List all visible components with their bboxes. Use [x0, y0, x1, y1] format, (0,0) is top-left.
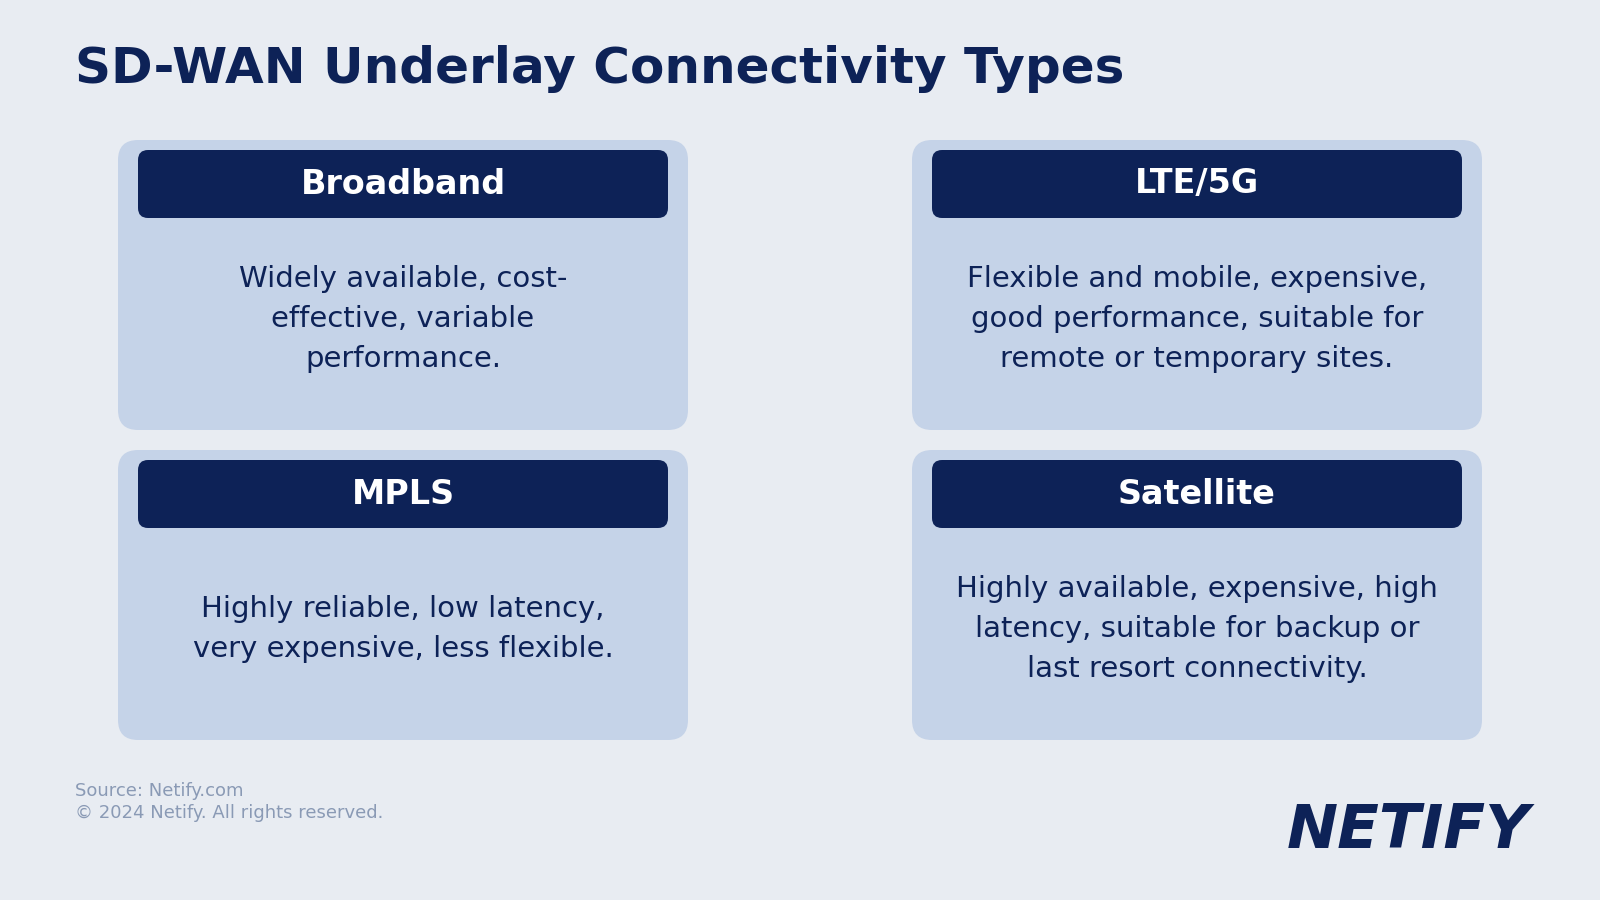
FancyBboxPatch shape [931, 460, 1462, 528]
FancyBboxPatch shape [912, 450, 1482, 740]
Text: SD-WAN Underlay Connectivity Types: SD-WAN Underlay Connectivity Types [75, 45, 1125, 93]
FancyBboxPatch shape [912, 140, 1482, 430]
Text: NETIFY: NETIFY [1286, 802, 1530, 861]
FancyBboxPatch shape [118, 450, 688, 740]
Text: © 2024 Netify. All rights reserved.: © 2024 Netify. All rights reserved. [75, 804, 384, 822]
Text: Broadband: Broadband [301, 167, 506, 201]
FancyBboxPatch shape [931, 150, 1462, 218]
Text: Satellite: Satellite [1118, 478, 1275, 510]
FancyBboxPatch shape [118, 140, 688, 430]
Text: Flexible and mobile, expensive,
good performance, suitable for
remote or tempora: Flexible and mobile, expensive, good per… [966, 265, 1427, 373]
Text: MPLS: MPLS [352, 478, 454, 510]
FancyBboxPatch shape [138, 460, 669, 528]
Text: Widely available, cost-
effective, variable
performance.: Widely available, cost- effective, varia… [238, 265, 566, 373]
Text: Highly available, expensive, high
latency, suitable for backup or
last resort co: Highly available, expensive, high latenc… [957, 575, 1438, 683]
FancyBboxPatch shape [138, 150, 669, 218]
Text: Source: Netify.com: Source: Netify.com [75, 782, 243, 800]
Text: LTE/5G: LTE/5G [1134, 167, 1259, 201]
Text: Highly reliable, low latency,
very expensive, less flexible.: Highly reliable, low latency, very expen… [192, 595, 613, 663]
